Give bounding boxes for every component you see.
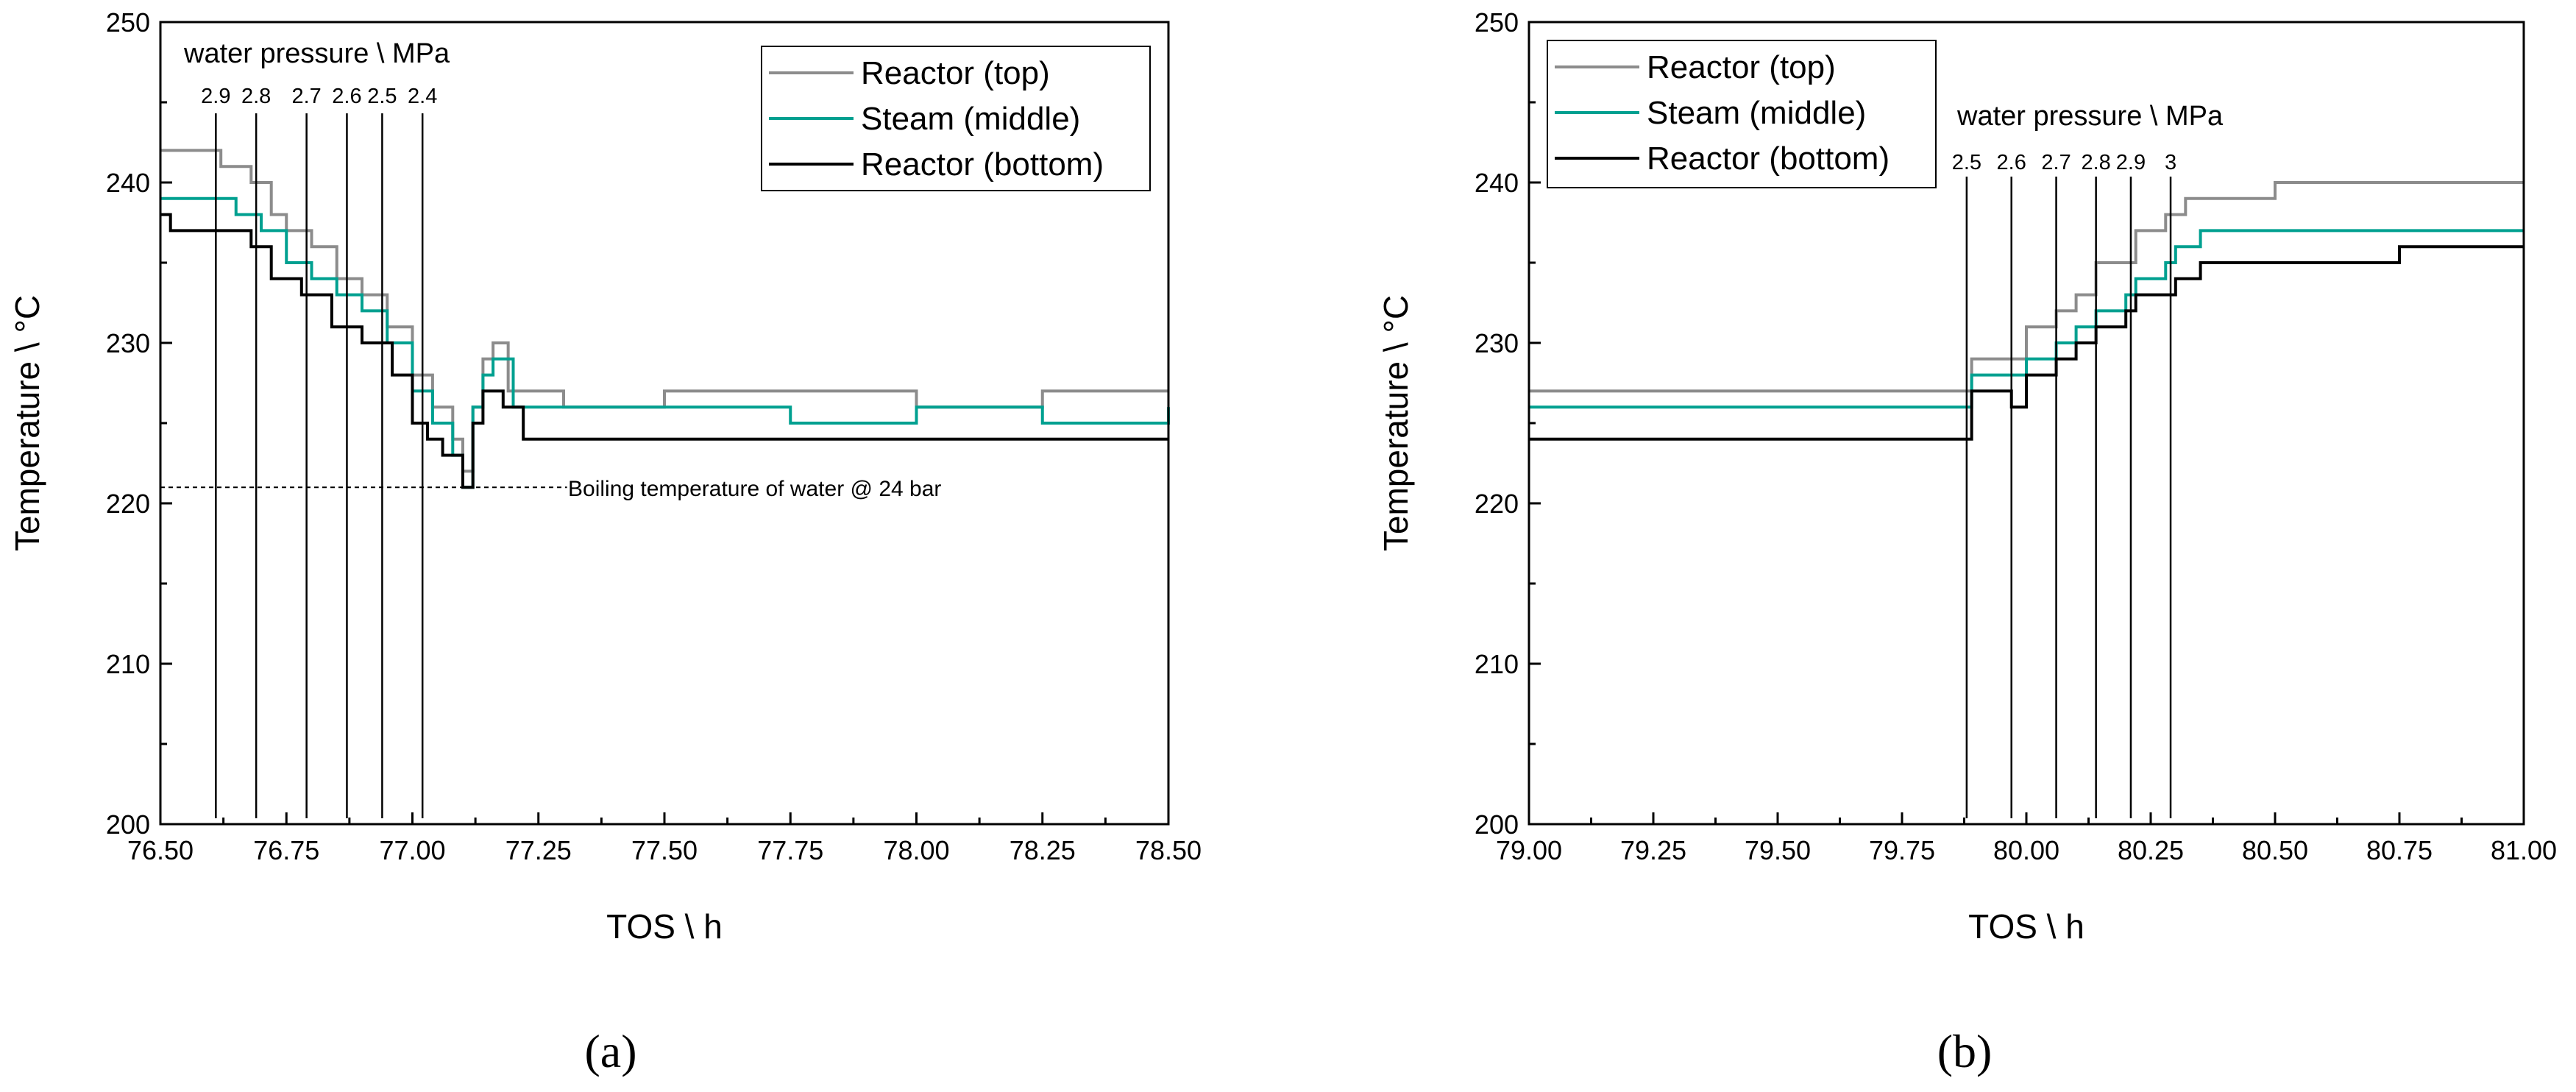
series-line-steam-middle: [160, 196, 1170, 489]
y-tick-label: 250: [1475, 7, 1519, 38]
legend-label: Reactor (bottom): [1647, 141, 1890, 177]
legend-label: Reactor (top): [1647, 49, 1836, 85]
y-tick-label: 230: [106, 328, 150, 358]
legend-label: Steam (middle): [1647, 95, 1866, 131]
x-tick-label: 78.50: [1135, 835, 1202, 865]
y-axis-label: Temperature \ °C: [1377, 295, 1415, 551]
boiling-reference-label: Boiling temperature of water @ 24 bar: [568, 477, 941, 501]
pressure-marker-label: 2.8: [2081, 151, 2110, 174]
y-tick-label: 210: [106, 649, 150, 679]
x-tick-label: 80.00: [1993, 835, 2059, 865]
legend-label: Steam (middle): [861, 101, 1080, 137]
x-tick-label: 78.25: [1010, 835, 1076, 865]
y-tick-label: 240: [1475, 168, 1519, 198]
y-tick-label: 230: [1475, 328, 1519, 358]
pressure-marker-label: 2.4: [408, 85, 437, 108]
x-tick-label: 78.00: [883, 835, 949, 865]
series-line-reactor-bottom: [1529, 245, 2524, 441]
pressure-marker-label: 2.7: [2041, 151, 2071, 174]
chart-panel-a: Boiling temperature of water @ 24 bar 2.9…: [8, 7, 1202, 1077]
pressure-marker-label: 2.8: [241, 85, 271, 108]
panel-label: (b): [1937, 1025, 1993, 1077]
pressure-marker-label: 2.9: [2116, 151, 2146, 174]
y-tick-label: 220: [1475, 489, 1519, 519]
x-tick-label: 79.50: [1745, 835, 1811, 865]
x-tick-label: 81.00: [2491, 835, 2557, 865]
panel-label: (a): [584, 1025, 636, 1077]
y-tick-label: 200: [106, 809, 150, 840]
y-tick-label: 220: [106, 489, 150, 519]
pressure-marker-label: 2.9: [201, 85, 230, 108]
y-tick-label: 200: [1475, 809, 1519, 840]
pressure-annotation: water pressure \ MPa: [183, 38, 450, 69]
pressure-annotation: water pressure \ MPa: [1956, 101, 2224, 132]
pressure-marker-label: 2.5: [1952, 151, 1981, 174]
legend: Reactor (top) Steam (middle) Reactor (bott…: [1547, 40, 1937, 188]
chart-panel-b: 2.5 2.6 2.7 2.8 2.9 3 water pressure \ MPa 79.0…: [1377, 7, 2557, 1077]
x-axis-label: TOS \ h: [606, 907, 723, 946]
x-tick-label: 79.25: [1620, 835, 1686, 865]
x-tick-label: 77.75: [757, 835, 823, 865]
x-tick-label: 77.25: [505, 835, 572, 865]
x-tick-label: 80.50: [2242, 835, 2308, 865]
y-tick-label: 210: [1475, 649, 1519, 679]
x-tick-label: 80.75: [2366, 835, 2433, 865]
x-tick-label: 80.25: [2118, 835, 2184, 865]
series-line-reactor-bottom: [160, 213, 1168, 489]
x-tick-label: 76.50: [127, 835, 194, 865]
pressure-marker-label: 2.7: [291, 85, 321, 108]
pressure-marker-label: 2.5: [367, 85, 397, 108]
x-axis-label: TOS \ h: [1968, 907, 2084, 946]
x-tick-label: 77.00: [379, 835, 445, 865]
series-line-reactor-top: [160, 149, 1168, 473]
pressure-marker-label: 3: [2165, 151, 2176, 174]
legend: Reactor (top) Steam (middle) Reactor (bott…: [761, 46, 1151, 191]
y-axis-label: Temperature \ °C: [8, 295, 46, 551]
x-tick-label: 79.00: [1496, 835, 1562, 865]
legend-label: Reactor (top): [861, 55, 1050, 91]
y-tick-label: 250: [106, 7, 150, 38]
x-tick-label: 76.75: [253, 835, 319, 865]
y-tick-label: 240: [106, 168, 150, 198]
legend-label: Reactor (bottom): [861, 146, 1104, 182]
x-tick-label: 79.75: [1869, 835, 1935, 865]
x-tick-label: 77.50: [631, 835, 698, 865]
pressure-marker-label: 2.6: [1997, 151, 2026, 174]
pressure-marker-label: 2.6: [332, 85, 361, 108]
